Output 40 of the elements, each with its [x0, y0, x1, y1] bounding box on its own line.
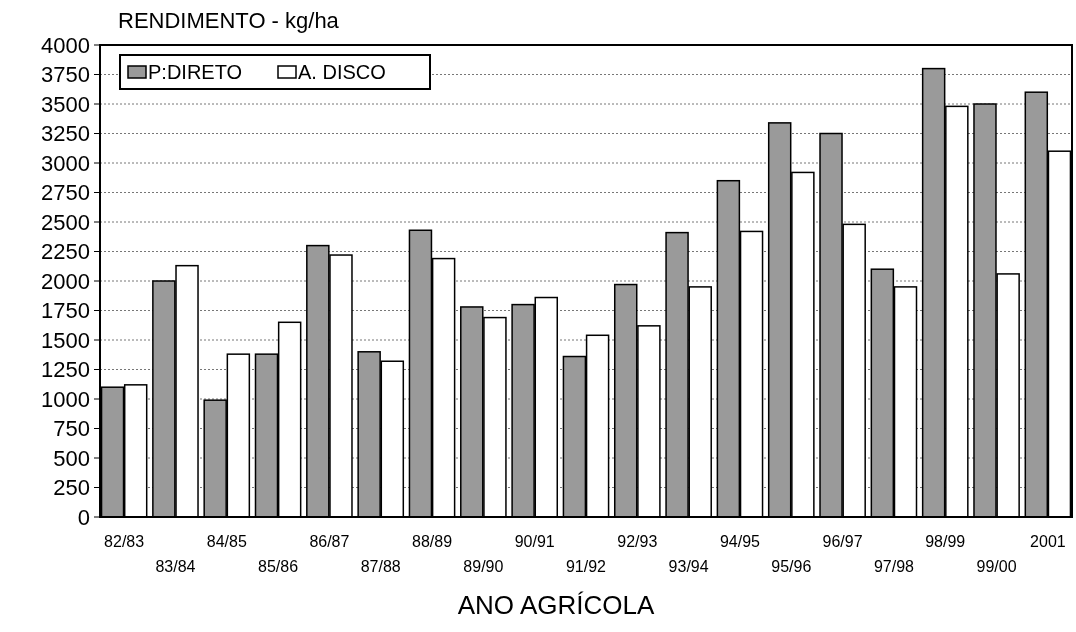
x-tick-label: 96/97 [822, 533, 863, 550]
x-tick-label: 91/92 [565, 558, 607, 575]
y-tick-label: 2000 [41, 268, 90, 294]
x-tick-label: 98/99 [925, 533, 966, 550]
y-tick-label: 2250 [41, 239, 90, 265]
x-tick-label: 82/83 [104, 533, 145, 550]
y-tick-label: 1750 [41, 298, 90, 324]
y-tick-label: 3750 [41, 62, 90, 88]
x-tick-label: 89/90 [463, 558, 504, 575]
x-tick-label: 94/95 [719, 533, 761, 550]
y-tick-label: 3000 [41, 150, 90, 176]
legend-label: P:DIRETO [148, 61, 243, 83]
chart-title: RENDIMENTO - kg/ha [118, 8, 340, 33]
x-tick-label: 87/88 [360, 558, 401, 575]
x-tick-label: 92/93 [617, 533, 658, 550]
y-tick-label: 2750 [41, 180, 90, 206]
x-tick-label: 95/96 [771, 558, 812, 575]
legend-label: A. DISCO [298, 61, 386, 83]
y-tick-label: 1500 [41, 327, 90, 353]
x-tick-label: 93/94 [668, 558, 709, 575]
y-tick-label: 0 [77, 504, 90, 530]
y-tick-label: 2500 [41, 209, 90, 235]
x-tick-label: 99/00 [976, 558, 1017, 575]
x-tick-label: 85/86 [258, 558, 299, 575]
y-tick-label: 1250 [41, 357, 90, 383]
y-tick-label: 3250 [41, 121, 90, 147]
x-tick-label: 90/91 [514, 533, 555, 550]
y-tick-label: 250 [53, 475, 90, 501]
y-tick-label: 750 [53, 416, 90, 442]
x-tick-label: 84/85 [206, 533, 247, 550]
x-tick-label: 86/87 [309, 533, 350, 550]
x-tick-label: 97/98 [873, 558, 915, 575]
x-tick-label: 2001 [1030, 533, 1066, 550]
x-tick-label: 88/89 [412, 533, 453, 550]
y-tick-label: 500 [53, 445, 90, 471]
y-tick-label: 1000 [41, 386, 90, 412]
x-tick-label: 83/84 [155, 558, 196, 575]
y-tick-label: 4000 [41, 32, 90, 58]
y-tick-label: 3500 [41, 91, 90, 117]
x-axis-title: ANO AGRÍCOLA [457, 590, 655, 620]
